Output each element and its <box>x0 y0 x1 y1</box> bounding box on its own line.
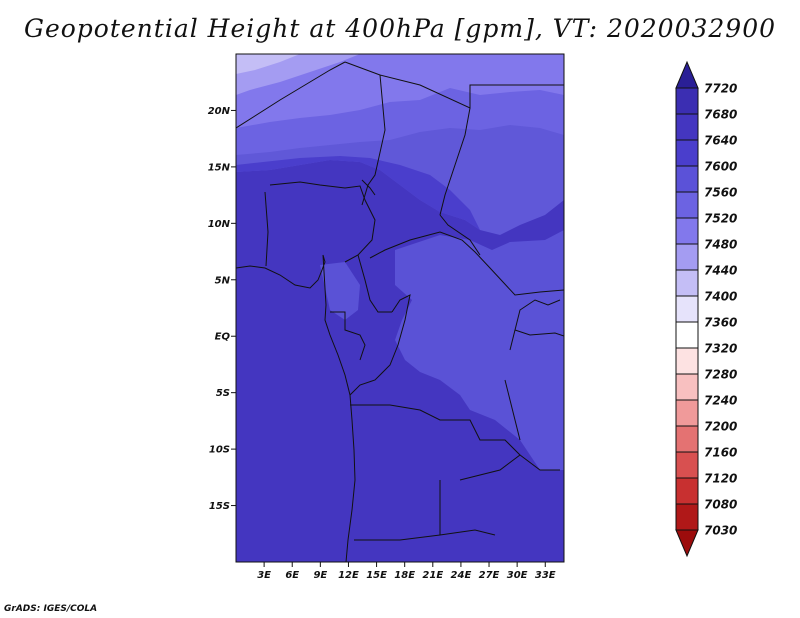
height-field <box>236 54 564 562</box>
lon-tick-label: 6E <box>285 570 299 581</box>
lat-tick-label: 10S <box>209 445 230 456</box>
border-cameroon <box>357 254 392 313</box>
border-zambia <box>459 454 560 481</box>
colorbar-swatch <box>675 113 699 141</box>
colorbar-swatch <box>675 139 699 167</box>
colorbar-label: 7520 <box>704 212 737 226</box>
border-nigeria <box>269 181 376 263</box>
colorbar-label: 7120 <box>704 472 737 486</box>
colorbar-label: 7080 <box>704 498 737 512</box>
lat-tick-label: 5S <box>216 388 230 399</box>
colorbar-swatch <box>675 503 699 531</box>
border-car <box>369 231 564 296</box>
colorbar-swatch <box>675 269 699 297</box>
colorbar-bottom-arrow <box>675 529 699 558</box>
colorbar-swatch <box>675 373 699 401</box>
lake-chad <box>361 179 376 196</box>
colorbar-label: 7600 <box>704 160 737 174</box>
border-north-2 <box>344 61 564 109</box>
colorbar-label: 7360 <box>704 316 737 330</box>
colorbar-swatch <box>675 477 699 505</box>
lat-tick-label: 15N <box>208 162 231 173</box>
colorbar-swatch <box>675 425 699 453</box>
axis-ticks: 20N 15N 10N 5N EQ 5S 10S 15S 3E 6E 9E 12E 15E 18E 21E 2… <box>208 106 556 581</box>
colorbar-swatch <box>675 191 699 219</box>
colorbar-swatch <box>675 347 699 375</box>
colorbar-label: 7030 <box>704 524 737 538</box>
colorbar-label: 7160 <box>704 446 737 460</box>
colorbar-label: 7200 <box>704 420 737 434</box>
colorbar-swatch <box>675 165 699 193</box>
field-band-7600-west <box>320 262 360 320</box>
colorbar-label: 7240 <box>704 394 737 408</box>
field-band-7560 <box>236 156 480 230</box>
border-north-1 <box>236 61 346 129</box>
lon-tick-label: 33E <box>535 570 556 581</box>
lon-tick-label: 15E <box>366 570 387 581</box>
border-chad-sudan <box>439 107 471 216</box>
colorbar-swatch <box>675 295 699 323</box>
chart-title: Geopotential Height at 400hPa [gpm], VT:… <box>23 14 777 43</box>
border-sudan <box>439 214 481 256</box>
colorbar-label: 7280 <box>704 368 737 382</box>
lat-tick-label: EQ <box>215 332 231 343</box>
map-frame <box>235 53 565 563</box>
border-gabon <box>330 311 366 361</box>
colorbar-swatch <box>675 399 699 427</box>
colorbar-label: 7320 <box>704 342 737 356</box>
lon-tick-label: 12E <box>338 570 359 581</box>
lon-tick-label: 9E <box>313 570 327 581</box>
coastline <box>236 254 356 562</box>
colorbar-swatch <box>675 321 699 349</box>
border-benin <box>264 191 269 267</box>
lat-tick-label: 15S <box>209 501 230 512</box>
colorbar-label: 7560 <box>704 186 737 200</box>
border-drc-angola <box>350 404 521 456</box>
lon-tick-label: 24E <box>451 570 472 581</box>
colorbar-swatch <box>675 451 699 479</box>
lat-tick-label: 5N <box>215 275 231 286</box>
colorbar-label: 7440 <box>704 264 737 278</box>
colorbar-label: 7720 <box>704 82 737 96</box>
lat-tick-label: 10N <box>208 219 231 230</box>
map-outlines <box>236 61 564 562</box>
field-band-7600 <box>395 230 564 470</box>
border-lake-tanganyika <box>504 379 521 441</box>
border-congo <box>349 294 411 396</box>
colorbar-label: 7480 <box>704 238 737 252</box>
colorbar-label: 7400 <box>704 290 737 304</box>
lon-tick-label: 21E <box>422 570 443 581</box>
field-band-7440 <box>236 54 564 128</box>
colorbar-swatch <box>675 243 699 271</box>
colorbar-top-arrow <box>675 60 699 89</box>
field-band-7360 <box>236 54 300 74</box>
border-east <box>509 299 561 351</box>
colorbar: 7720 7680 7640 7600 7560 7520 7480 7440 7400 7360… <box>675 60 737 558</box>
lat-tick-label: 20N <box>208 106 231 117</box>
lon-tick-label: 18E <box>394 570 415 581</box>
border-uganda <box>514 329 564 337</box>
lon-tick-label: 27E <box>479 570 500 581</box>
colorbar-label: 7680 <box>704 108 737 122</box>
lon-tick-label: 30E <box>507 570 528 581</box>
colorbar-swatch <box>675 217 699 245</box>
colorbar-label: 7640 <box>704 134 737 148</box>
colorbar-swatch <box>675 87 699 115</box>
border-niger-chad <box>361 74 386 206</box>
credit-text: GrADS: IGES/COLA <box>4 604 98 614</box>
lon-tick-label: 3E <box>257 570 271 581</box>
